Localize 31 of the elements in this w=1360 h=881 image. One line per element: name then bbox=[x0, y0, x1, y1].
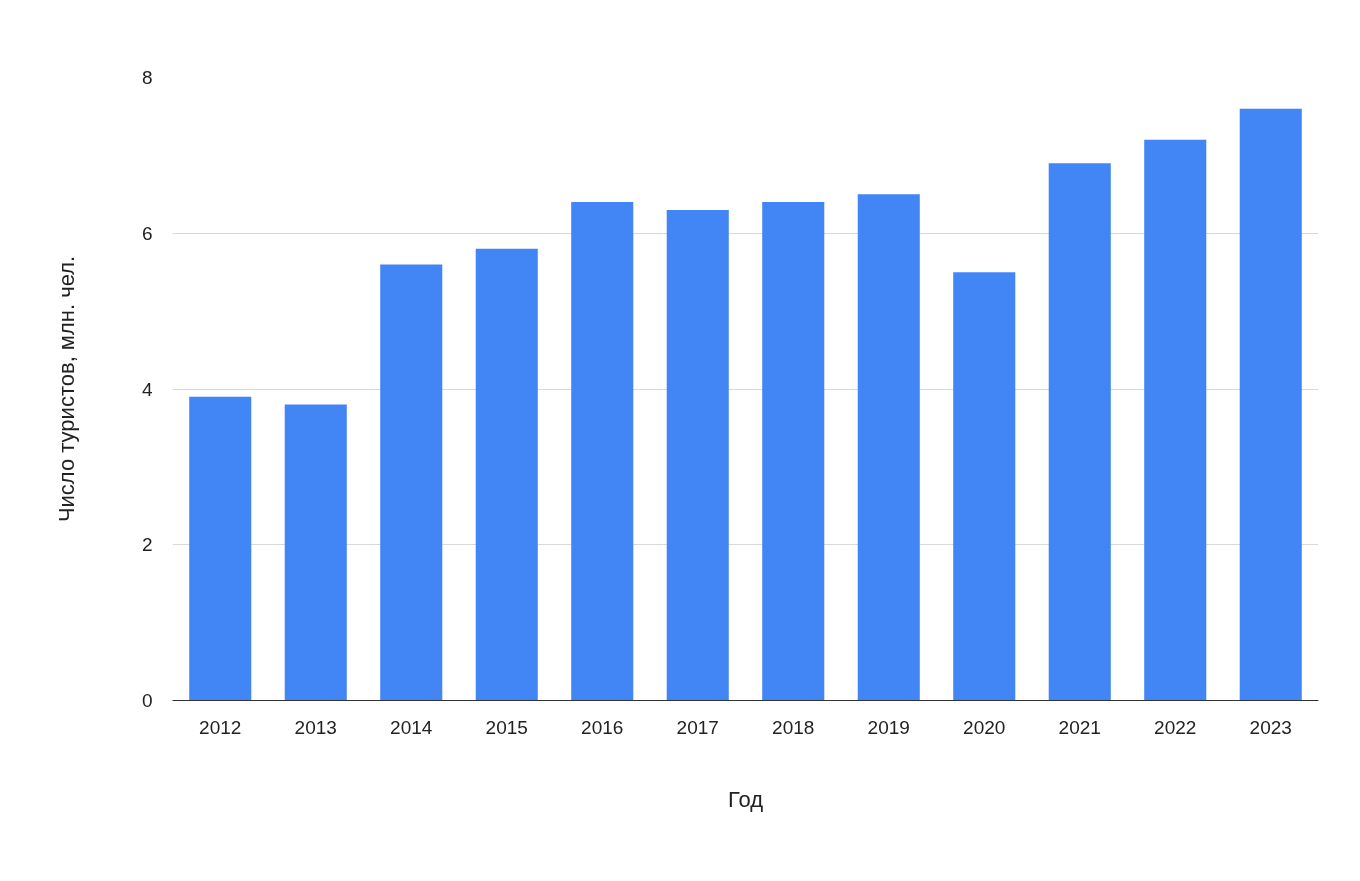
y-tick-label: 4 bbox=[141, 378, 153, 400]
bar bbox=[666, 209, 729, 701]
bar bbox=[475, 248, 538, 701]
x-tick-label: 2017 bbox=[676, 716, 719, 738]
x-tick-label: 2016 bbox=[581, 716, 624, 738]
bar bbox=[284, 404, 347, 701]
x-tick-label: 2013 bbox=[294, 716, 337, 738]
bar bbox=[1048, 163, 1111, 701]
x-tick-label: 2015 bbox=[485, 716, 528, 738]
bar bbox=[1144, 139, 1207, 701]
y-tick-label: 8 bbox=[141, 67, 153, 88]
x-tick-label: 2019 bbox=[867, 716, 910, 738]
x-tick-label: 2014 bbox=[390, 716, 433, 738]
bar bbox=[762, 202, 825, 701]
x-tick-label: 2022 bbox=[1154, 716, 1197, 738]
x-tick-label: 2021 bbox=[1058, 716, 1101, 738]
x-tick-label: 2020 bbox=[963, 716, 1006, 738]
x-axis-title: Год bbox=[727, 786, 764, 812]
y-tick-label: 6 bbox=[141, 222, 153, 244]
bar bbox=[857, 194, 920, 701]
bar bbox=[1239, 108, 1302, 701]
bar bbox=[953, 272, 1016, 701]
bar bbox=[571, 202, 634, 701]
y-tick-label: 2 bbox=[141, 534, 153, 556]
y-tick-label: 0 bbox=[141, 690, 153, 711]
x-tick-label: 2023 bbox=[1249, 716, 1292, 738]
x-tick-label: 2018 bbox=[772, 716, 815, 738]
bar bbox=[189, 396, 252, 701]
bar bbox=[380, 264, 443, 701]
y-axis-title: Число туристов, млн. чел. bbox=[53, 255, 79, 523]
x-tick-label: 2012 bbox=[199, 716, 242, 738]
